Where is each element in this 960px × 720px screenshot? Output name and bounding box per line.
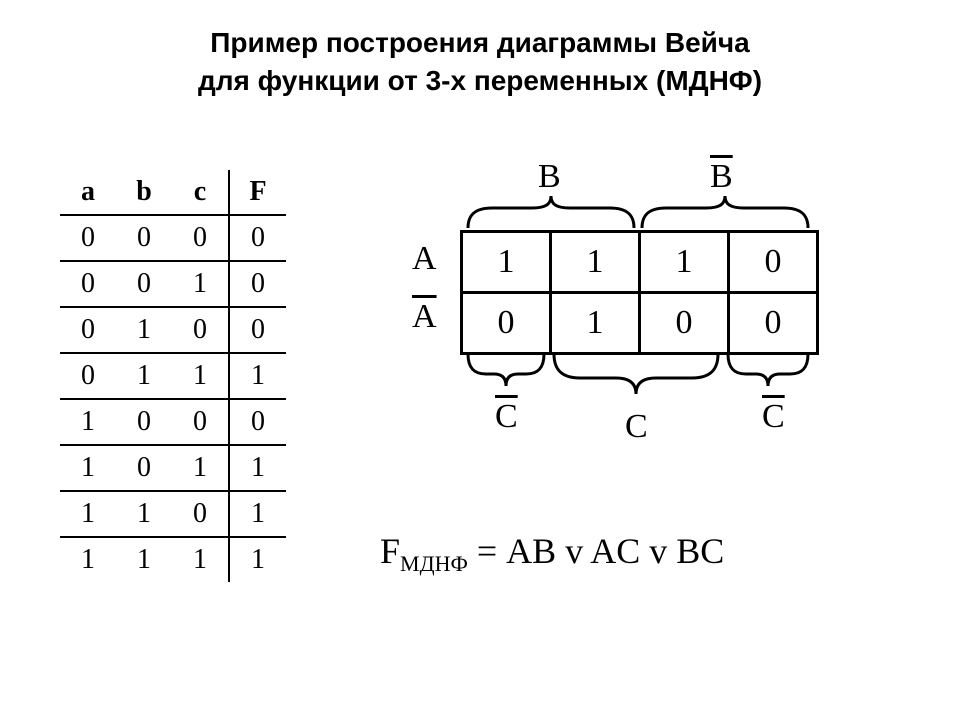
veitch-row: 1 1 1 0 bbox=[462, 232, 818, 293]
veitch-diagram: 1 1 1 0 0 1 0 0 bbox=[460, 230, 819, 355]
veitch-label-Abar: A bbox=[412, 298, 437, 336]
veitch-label-Bbar: B bbox=[710, 158, 733, 196]
veitch-cell: 1 bbox=[640, 232, 729, 293]
formula: FМДНФ = AB v AC v BC bbox=[380, 530, 724, 577]
veitch-label-Cbar-left: C bbox=[495, 398, 518, 436]
truth-row: 0100 bbox=[60, 307, 286, 353]
truth-row: 0000 bbox=[60, 215, 286, 261]
truth-header: c bbox=[172, 170, 229, 215]
veitch-cell: 0 bbox=[640, 293, 729, 354]
brace-Cbar-right bbox=[728, 354, 808, 386]
brace-C bbox=[554, 354, 718, 394]
veitch-label-A: A bbox=[412, 240, 437, 278]
brace-B bbox=[468, 196, 634, 228]
formula-lhs-sub: МДНФ bbox=[400, 551, 468, 576]
truth-table: a b c F 0000 0010 0100 0111 1000 1011 11… bbox=[60, 170, 286, 582]
brace-Bbar bbox=[642, 196, 808, 228]
veitch-label-B: B bbox=[538, 158, 561, 196]
veitch-cell: 1 bbox=[551, 293, 640, 354]
formula-rhs: = AB v AC v BC bbox=[468, 531, 724, 571]
veitch-cell: 1 bbox=[462, 232, 551, 293]
truth-row: 0111 bbox=[60, 353, 286, 399]
veitch-row: 0 1 0 0 bbox=[462, 293, 818, 354]
title-line-2: для функции от 3-х переменных (МДНФ) bbox=[198, 65, 762, 96]
truth-header-row: a b c F bbox=[60, 170, 286, 215]
truth-header: b bbox=[116, 170, 172, 215]
veitch-cell: 0 bbox=[462, 293, 551, 354]
truth-row: 0010 bbox=[60, 261, 286, 307]
truth-row: 1000 bbox=[60, 399, 286, 445]
truth-row: 1101 bbox=[60, 491, 286, 537]
veitch-cell: 0 bbox=[729, 232, 818, 293]
veitch-label-Cbar-right: C bbox=[762, 398, 785, 436]
formula-lhs-base: F bbox=[380, 531, 400, 571]
truth-header: F bbox=[229, 170, 286, 215]
truth-header: a bbox=[60, 170, 116, 215]
brace-Cbar-left bbox=[468, 354, 544, 386]
page-title: Пример построения диаграммы Вейча для фу… bbox=[0, 24, 960, 100]
truth-row: 1011 bbox=[60, 445, 286, 491]
title-line-1: Пример построения диаграммы Вейча bbox=[210, 27, 749, 58]
veitch-label-C: C bbox=[625, 408, 648, 446]
veitch-cell: 1 bbox=[551, 232, 640, 293]
veitch-cell: 0 bbox=[729, 293, 818, 354]
truth-row: 1111 bbox=[60, 537, 286, 582]
